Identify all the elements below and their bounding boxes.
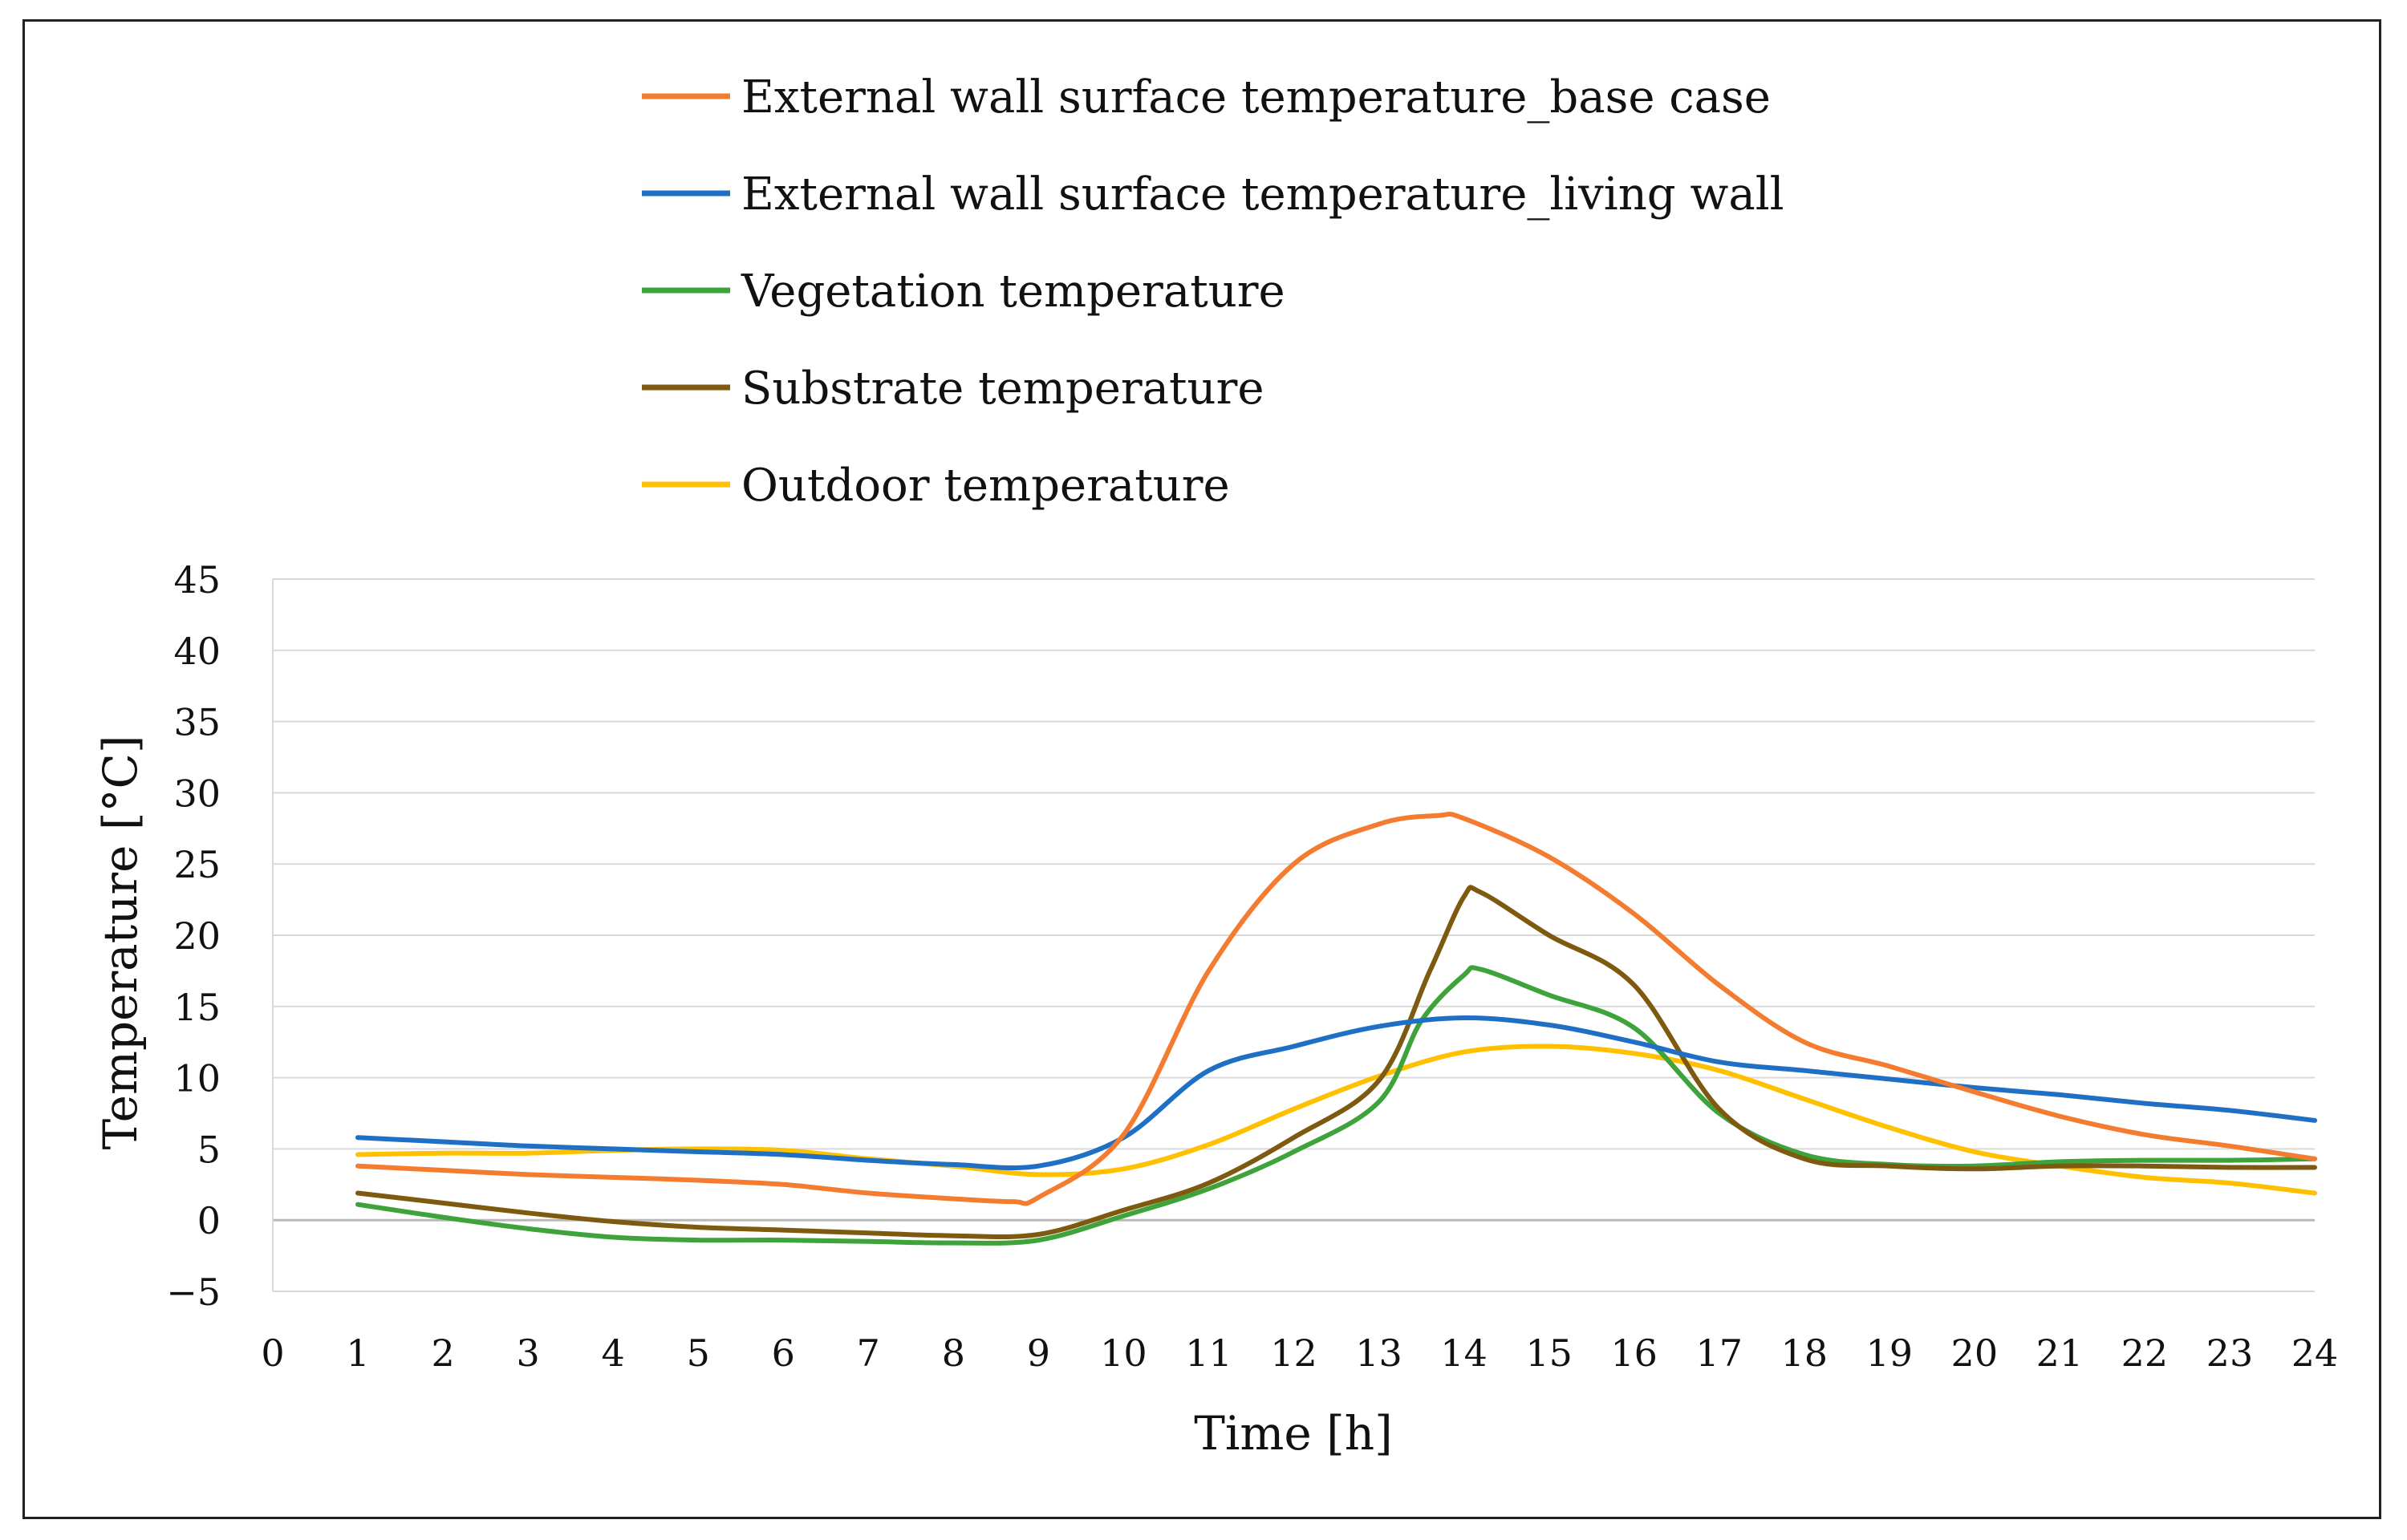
y-tick-label: −5: [166, 1270, 221, 1314]
x-tick-label: 22: [2121, 1331, 2169, 1375]
y-axis-label: Temperature [°C]: [93, 735, 148, 1149]
x-tick-label: 4: [602, 1331, 625, 1375]
x-tick-label: 19: [1866, 1331, 1914, 1375]
series-line-1: [355, 811, 2317, 1206]
x-tick-label: 3: [516, 1331, 539, 1375]
series-line-2: [355, 1015, 2317, 1170]
x-tick-label: 18: [1780, 1331, 1828, 1375]
legend-label-5: Outdoor temperature: [741, 460, 1230, 512]
x-tick-label: 24: [2291, 1331, 2339, 1375]
x-tick-label: 23: [2206, 1331, 2254, 1375]
chart-frame: [22, 19, 2381, 1519]
x-tick-label: 21: [2036, 1331, 2084, 1375]
x-tick-label: 6: [772, 1331, 795, 1375]
x-tick-label: 10: [1100, 1331, 1147, 1375]
legend-label-4: Substrate temperature: [741, 363, 1264, 415]
y-tick-label: 40: [173, 630, 221, 673]
y-tick-label: 0: [197, 1199, 221, 1242]
series-line-4: [355, 885, 2317, 1239]
x-tick-label: 1: [346, 1331, 369, 1375]
x-tick-label: 13: [1355, 1331, 1402, 1375]
y-tick-label: 35: [173, 701, 221, 744]
y-axis-ticks: −5 0 5 10 15 20 25 30 35 40 45: [166, 558, 221, 1314]
series-lines: [355, 811, 2317, 1246]
y-tick-label: 25: [173, 843, 221, 886]
x-tick-label: 5: [687, 1331, 710, 1375]
x-tick-label: 12: [1270, 1331, 1317, 1375]
x-tick-label: 7: [857, 1331, 880, 1375]
legend: External wall surface temperature_base c…: [642, 71, 1784, 512]
y-tick-label: 10: [173, 1057, 221, 1100]
x-tick-label: 9: [1027, 1331, 1050, 1375]
legend-label-3: Vegetation temperature: [741, 265, 1285, 318]
x-tick-label: 17: [1695, 1331, 1743, 1375]
x-tick-label: 20: [1951, 1331, 1999, 1375]
x-tick-label: 16: [1610, 1331, 1658, 1375]
x-tick-label: 11: [1185, 1331, 1232, 1375]
series-line-5: [355, 1044, 2317, 1196]
legend-label-2: External wall surface temperature_living…: [741, 168, 1784, 221]
grid-lines: [272, 578, 2315, 1292]
x-tick-label: 0: [261, 1331, 284, 1375]
x-tick-label: 2: [431, 1331, 454, 1375]
y-tick-label: 5: [197, 1128, 221, 1171]
legend-label-1: External wall surface temperature_base c…: [741, 71, 1771, 124]
y-tick-label: 20: [173, 914, 221, 958]
y-tick-label: 15: [173, 986, 221, 1029]
x-tick-label: 14: [1440, 1331, 1488, 1375]
x-tick-label: 15: [1525, 1331, 1573, 1375]
series-line-3: [355, 965, 2317, 1246]
x-tick-label: 8: [942, 1331, 965, 1375]
x-axis-label: Time [h]: [1194, 1406, 1393, 1461]
y-tick-label: 45: [173, 558, 221, 602]
y-tick-label: 30: [173, 772, 221, 815]
x-axis-ticks: 0 1 2 3 4 5 6 7 8 9 10 11 12 13 14 15 16 17 18 19 20 21 22 23 24: [261, 1331, 2338, 1375]
